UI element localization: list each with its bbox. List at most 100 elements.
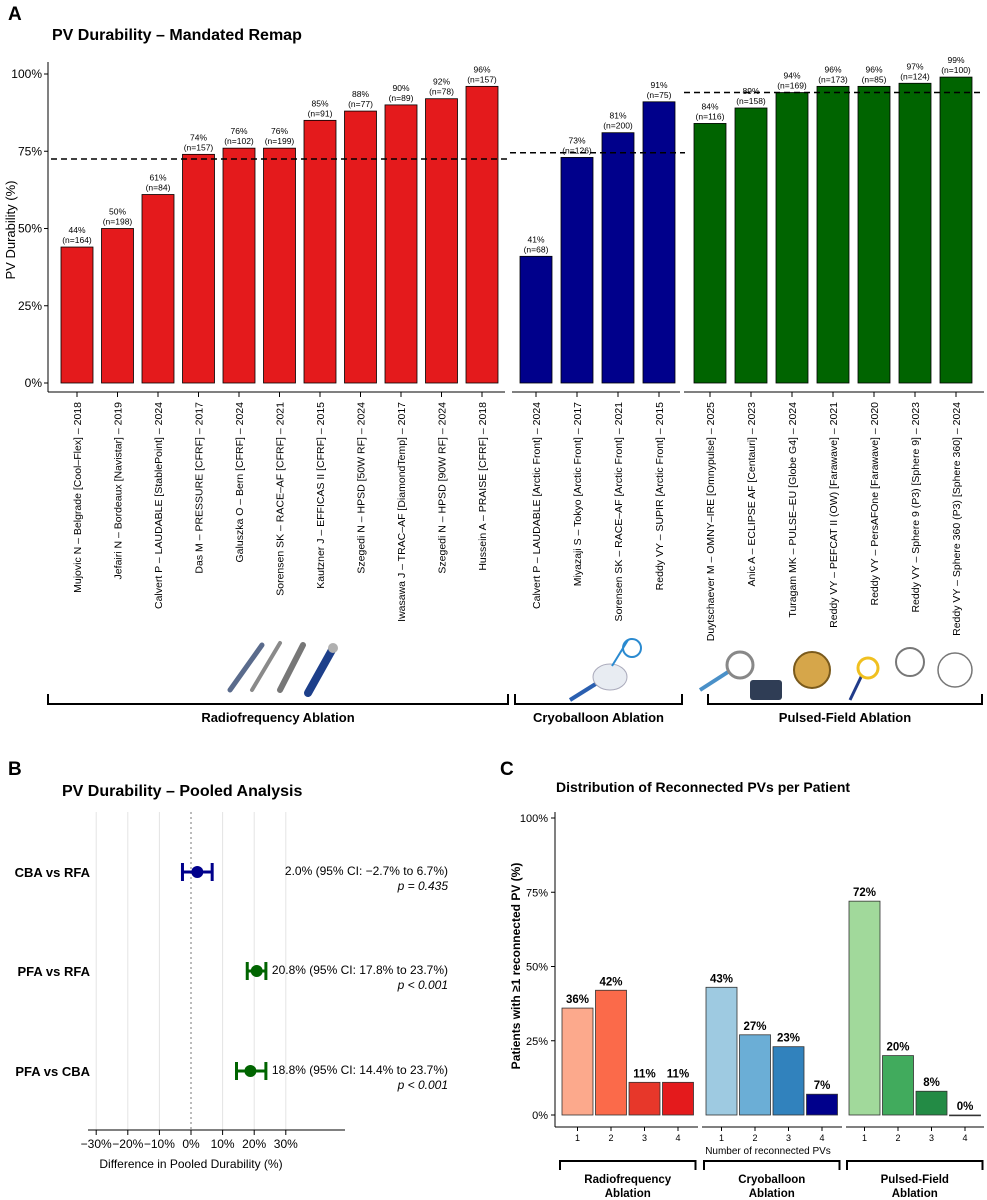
panel-c-bar bbox=[662, 1081, 694, 1116]
panel-a-xtick-label: Reddy VY – PEFCAT II (OW) [Farawave] – 2… bbox=[828, 402, 840, 628]
rf-catheters-illustration bbox=[227, 641, 338, 697]
panel-c-bar-label: 27% bbox=[743, 1021, 766, 1033]
panel-b-xtick-label: 30% bbox=[274, 1137, 298, 1151]
panel-c-group-label-line: Cryoballoon bbox=[738, 1174, 805, 1186]
panel-a-bar bbox=[303, 119, 337, 384]
panel-b-p-value: p < 0.001 bbox=[397, 978, 448, 992]
cryoballoon-illustration bbox=[568, 638, 642, 702]
panel-a-title: PV Durability – Mandated Remap bbox=[52, 27, 302, 44]
panel-c-bar bbox=[882, 1055, 914, 1116]
panel-a-xtick-label: Duytschaever M – OMNY–IRE [Omnypulse] – … bbox=[705, 402, 717, 641]
panel-c-group-bracket bbox=[559, 1160, 697, 1170]
panel-b-ci-text: 20.8% (95% CI: 17.8% to 23.7%) bbox=[272, 963, 448, 977]
panel-c-group-bracket bbox=[846, 1160, 984, 1170]
panel-a-bar-n-label: (n=77) bbox=[348, 99, 373, 109]
panel-c-xtick-label: 3 bbox=[642, 1133, 647, 1143]
panel-a-bar bbox=[601, 132, 635, 384]
panel-c-xtick-label: 3 bbox=[786, 1133, 791, 1143]
panel-c-xtick-label: 2 bbox=[608, 1133, 613, 1143]
panel-a-xtick-label: Mujovic N – Belgrade [Cool–Flex] – 2018 bbox=[72, 402, 84, 593]
panel-b-ci-text: 18.8% (95% CI: 14.4% to 23.7%) bbox=[272, 1063, 448, 1077]
panel-a-bar-pct-label: 99% bbox=[947, 55, 964, 65]
panel-a-bar-pct-label: 94% bbox=[783, 71, 800, 81]
panel-c-group-label: Pulsed-Field Ablation bbox=[881, 1174, 949, 1200]
panel-a-bar-n-label: (n=199) bbox=[265, 136, 295, 146]
panel-c-bar bbox=[915, 1090, 948, 1116]
panel-a-bar-n-label: (n=198) bbox=[103, 217, 133, 227]
panel-b-plot: −30% −20% −10% 0% 10% 20% 30% CBA vs RFA 2.0% (9… bbox=[15, 812, 448, 1151]
panel-a-xtick-label: Calvert P – LAUDABLE [Arctic Front] – 20… bbox=[531, 402, 543, 609]
panel-a-group-bracket bbox=[47, 694, 509, 705]
panel-a-xtick-label: Das M – PRESSURE [CFRF] – 2017 bbox=[194, 402, 206, 574]
panel-c-xlabel: Number of reconnected PVs bbox=[705, 1146, 831, 1157]
panel-a-bar-pct-label: 88% bbox=[352, 89, 369, 99]
panel-c-ytick-label: 75% bbox=[526, 887, 548, 899]
panel-a-group-label: Radiofrequency Ablation bbox=[201, 710, 354, 725]
panel-a-bar bbox=[693, 123, 727, 384]
panel-a-bar-pct-label: 73% bbox=[568, 135, 585, 145]
panel-c-bar bbox=[806, 1093, 838, 1116]
panel-a-bar-n-label: (n=126) bbox=[562, 145, 592, 155]
panel-b-row-label: CBA vs RFA bbox=[15, 865, 91, 880]
panel-c-group-bracket bbox=[703, 1160, 841, 1170]
panel-a-bar bbox=[775, 92, 809, 384]
panel-a-bar-n-label: (n=157) bbox=[467, 74, 497, 84]
panel-a-bar-n-label: (n=200) bbox=[603, 121, 633, 131]
panel-a-group-bracket bbox=[707, 694, 983, 705]
panel-c-bar bbox=[949, 1114, 981, 1117]
panel-c-bar-label: 20% bbox=[886, 1042, 909, 1054]
panel-a-xtick-label: Turagam MK – PULSE–EU [Globe G4] – 2024 bbox=[787, 402, 799, 618]
panel-a-group-bracket bbox=[514, 694, 683, 705]
panel-a-xtick-label: Reddy VY – Sphere 360 (P3) [Sphere 360] … bbox=[951, 402, 963, 636]
panel-c-bar bbox=[628, 1081, 661, 1116]
panel-c-group-label-line: Ablation bbox=[892, 1188, 938, 1200]
panel-c-ytick-label: 100% bbox=[520, 813, 548, 825]
panel-a-bar bbox=[222, 147, 256, 384]
panel-a-xtick-label: Iwasawa J – TRAC–AF [DiamondTemp] – 2017 bbox=[396, 402, 408, 622]
panel-a-bar-n-label: (n=116) bbox=[696, 111, 725, 121]
panel-a-group-label: Cryoballoon Ablation bbox=[533, 710, 664, 725]
panel-a-bar-pct-label: 84% bbox=[701, 101, 718, 111]
panel-a-xtick-label: Miyazaji S – Tokyo [Arctic Front] – 2017 bbox=[572, 402, 584, 586]
panel-c-group-label: Radiofrequency Ablation bbox=[584, 1174, 672, 1200]
panel-c-bar-label: 0% bbox=[957, 1101, 974, 1113]
panel-c-ytick-label: 25% bbox=[526, 1036, 548, 1048]
panel-a-ytick-label: 100% bbox=[11, 67, 42, 81]
panel-a-bar bbox=[560, 157, 594, 384]
panel-a-xtick-label: Sorensen SK – RACE–AF [CFRF] – 2021 bbox=[275, 402, 287, 596]
panel-a-bar-n-label: (n=164) bbox=[62, 235, 92, 245]
panel-c-bar-label: 36% bbox=[566, 994, 589, 1006]
panel-b-title: PV Durability – Pooled Analysis bbox=[62, 783, 302, 800]
panel-a-xtick-label: Galuszka O – Bern [CFRF] – 2024 bbox=[234, 402, 246, 563]
panel-a-bar-n-label: (n=157) bbox=[184, 142, 214, 152]
panel-a-bar-n-label: (n=85) bbox=[862, 74, 887, 84]
panel-c-xtick-label: 4 bbox=[819, 1133, 824, 1143]
panel-a-bar-pct-label: 92% bbox=[433, 77, 450, 87]
panel-a-bar-pct-label: 85% bbox=[311, 98, 328, 108]
panel-c-xtick-label: 1 bbox=[862, 1133, 867, 1143]
panel-a-bar-pct-label: 61% bbox=[149, 173, 166, 183]
panel-b-xtick-label: 10% bbox=[211, 1137, 235, 1151]
panel-a-bar-pct-label: 76% bbox=[230, 126, 247, 136]
panel-a-bar bbox=[734, 107, 768, 384]
panel-a-bar bbox=[263, 147, 296, 384]
panel-a-bar-pct-label: 91% bbox=[650, 80, 667, 90]
panel-c-bar-label: 42% bbox=[599, 976, 622, 988]
panel-c-bar bbox=[595, 989, 627, 1116]
panel-a-bar bbox=[816, 85, 850, 384]
panel-c-bar-label: 72% bbox=[853, 887, 876, 899]
panel-b-ci-text: 2.0% (95% CI: −2.7% to 6.7%) bbox=[285, 864, 448, 878]
panel-a-bar-pct-label: 96% bbox=[865, 64, 882, 74]
panel-a-bar bbox=[101, 228, 134, 384]
panel-a-bar-pct-label: 44% bbox=[68, 225, 85, 235]
panel-b-estimate-point bbox=[191, 866, 204, 878]
panel-a-bar-pct-label: 76% bbox=[271, 126, 288, 136]
panel-a-bar-n-label: (n=91) bbox=[308, 108, 333, 118]
panel-c-group-label-line: Ablation bbox=[749, 1188, 795, 1200]
panel-a-xtick-label: Reddy VY – PersAFOne [Farawave] – 2020 bbox=[869, 402, 881, 606]
panel-a-xtick-label: Anic A – ECLIPSE AF [Centauri] – 2023 bbox=[746, 402, 758, 587]
panel-c-group-label-line: Radiofrequency bbox=[584, 1174, 672, 1186]
panel-a-bar-n-label: (n=84) bbox=[146, 183, 171, 193]
panel-a-xtick-label: Kautzner J – EFFICAS II [CFRF] – 2015 bbox=[315, 402, 327, 589]
panel-c-bar-label: 7% bbox=[814, 1080, 831, 1092]
